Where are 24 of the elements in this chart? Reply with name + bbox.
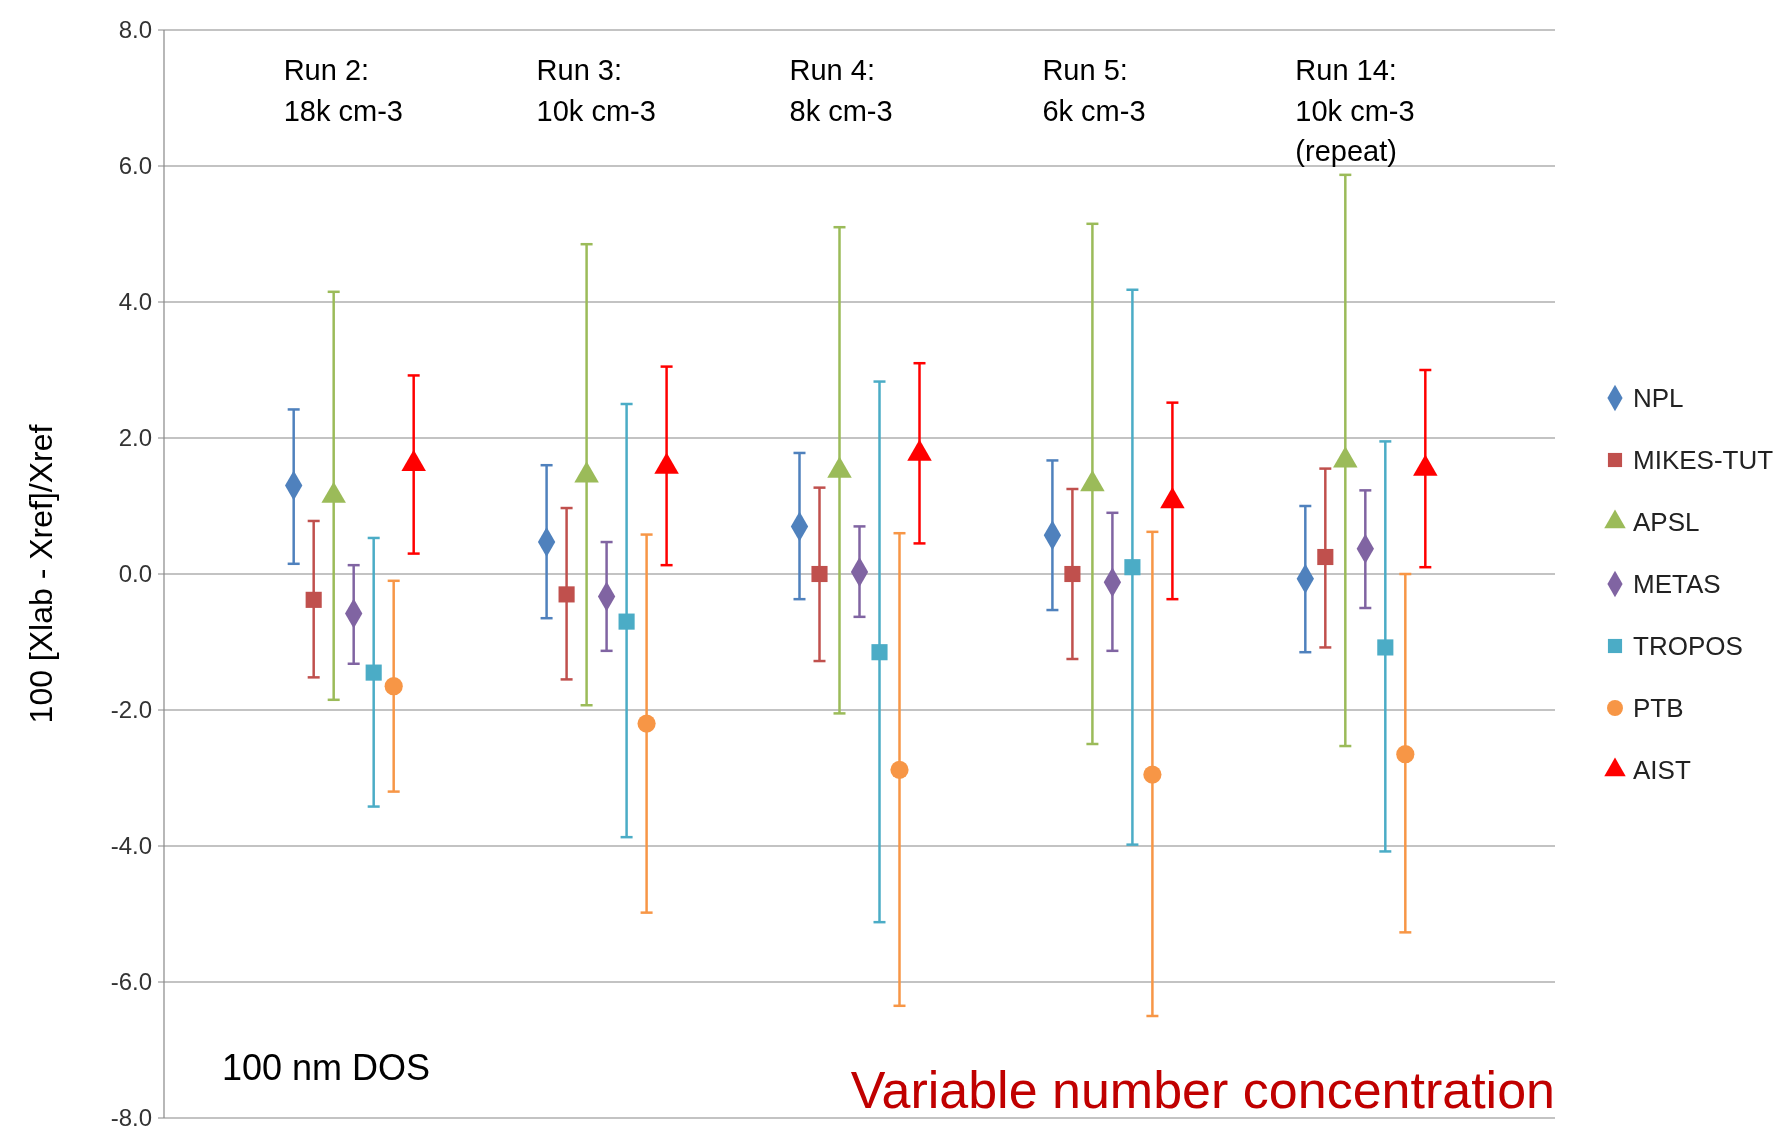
y-tick-label: 6.0 [118,152,152,180]
annotation: Run 3: 10k cm-3 [536,54,656,127]
legend-label: APSL [1633,507,1700,538]
y-tick-label: 2.0 [118,424,152,452]
annotation: Run 14: 10k cm-3 (repeat) [1295,54,1415,168]
y-tick-label: 0.0 [118,560,152,588]
y-axis-title: 100 [Xlab - Xref]/Xref [23,424,59,724]
y-tick-label: -6.0 [110,968,152,996]
legend-label: AIST [1633,755,1691,786]
y-tick-label: -8.0 [110,1104,152,1132]
annotation: Run 5: 6k cm-3 [1042,54,1146,127]
annotation: Run 4: 8k cm-3 [789,54,893,127]
annotation: Run 2: 18k cm-3 [283,54,403,127]
y-tick-label: 4.0 [118,288,152,316]
legend-label: METAS [1633,569,1721,600]
legend-label: TROPOS [1633,631,1743,662]
y-tick-label: -2.0 [110,696,152,724]
legend-label: NPL [1633,383,1684,414]
legend-label: MIKES-TUT [1633,445,1774,476]
y-tick-label: -4.0 [110,832,152,860]
y-tick-label: 8.0 [118,16,152,44]
annotation: 100 nm DOS [222,1047,431,1088]
annotation: Variable number concentration [850,1061,1555,1119]
legend-label: PTB [1633,693,1684,724]
